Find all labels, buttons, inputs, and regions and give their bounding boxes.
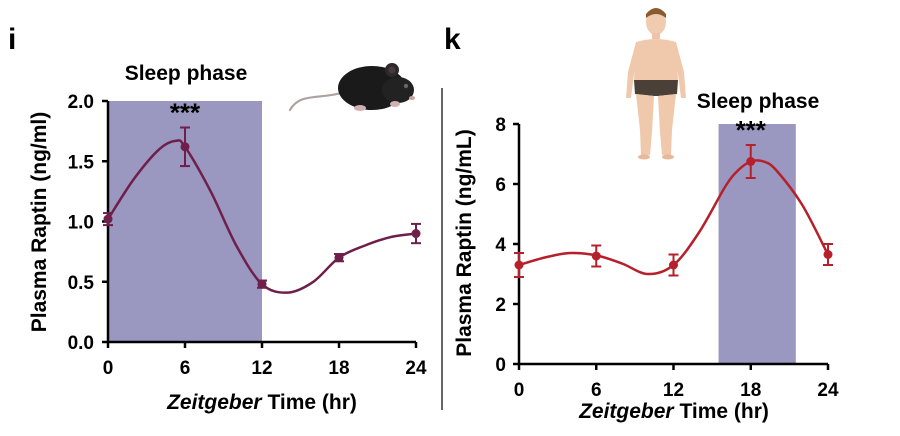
panel-label-i: i (8, 23, 16, 56)
y-tick-label-i-3: 1.5 (68, 152, 95, 173)
point-marker-i-2 (257, 279, 267, 289)
x-axis-title-k: Zeitgeber Time (hr) (578, 400, 769, 423)
sleep-phase-label-i: Sleep phase (125, 62, 248, 85)
panel-i: i Sleep phase 0.0 0.5 1.0 1.5 2.0 0 6 12 18 24 P… (8, 23, 427, 414)
data-point-k-1 (591, 244, 602, 268)
y-ticks-k: 0 2 4 6 8 (495, 115, 519, 376)
point-marker-i-1 (180, 142, 190, 152)
series-points-k (514, 144, 833, 278)
x-tick-label-i-2: 12 (251, 358, 272, 379)
y-tick-label-i-0: 0.0 (68, 333, 94, 354)
x-ticks-i: 0 6 12 18 24 (103, 342, 427, 379)
point-marker-i-0 (103, 214, 113, 224)
y-tick-label-k-3: 6 (495, 175, 506, 196)
human-illustration (626, 8, 686, 160)
x-axis-title-rest-i: Time (hr) (262, 391, 357, 414)
y-tick-label-k-4: 8 (495, 115, 506, 136)
data-point-i-4 (411, 222, 421, 245)
y-tick-label-i-2: 1.0 (68, 213, 94, 234)
y-axis-title-i: Plasma Raptin (ng/ml) (28, 112, 51, 333)
data-point-i-0 (103, 212, 113, 227)
data-point-k-4 (823, 243, 833, 266)
y-axis-title-k: Plasma Raptin (ng/mL) (453, 129, 476, 357)
y-tick-label-i-1: 0.5 (68, 273, 95, 294)
x-axis-title-rest-k: Time (hr) (674, 400, 769, 423)
data-point-k-0 (514, 252, 524, 278)
data-point-i-1 (180, 126, 190, 168)
x-tick-label-k-4: 24 (817, 380, 839, 401)
data-point-k-2 (668, 253, 679, 277)
sleep-phase-shading-k (718, 124, 796, 364)
sleep-phase-label-k: Sleep phase (697, 90, 820, 113)
x-tick-label-i-1: 6 (180, 358, 191, 379)
point-marker-k-0 (514, 260, 524, 270)
point-marker-k-3 (746, 157, 756, 166)
point-marker-i-3 (334, 253, 344, 263)
x-tick-label-k-2: 12 (663, 380, 684, 401)
data-point-k-3 (745, 144, 756, 179)
series-curve-k (518, 159, 830, 276)
series-curve-i (106, 139, 417, 294)
point-marker-k-2 (669, 260, 678, 270)
y-tick-label-k-2: 4 (495, 235, 506, 256)
x-tick-label-k-3: 18 (740, 380, 761, 401)
point-marker-i-4 (411, 229, 421, 239)
y-tick-label-k-1: 2 (495, 295, 506, 316)
x-axis-title-italic-i: Zeitgeber (166, 391, 263, 414)
point-marker-k-1 (591, 251, 601, 261)
data-point-i-3 (334, 253, 344, 263)
data-point-i-2 (257, 279, 267, 289)
y-ticks-i: 0.0 0.5 1.0 1.5 2.0 (68, 92, 108, 354)
panel-label-k: k (444, 23, 461, 56)
point-marker-k-4 (823, 250, 833, 259)
x-axis-title-i: Zeitgeber Time (hr) (166, 391, 357, 414)
y-tick-label-k-0: 0 (495, 355, 506, 376)
x-tick-label-i-4: 24 (405, 358, 427, 379)
x-tick-label-k-1: 6 (591, 380, 602, 401)
mouse-illustration (288, 63, 415, 112)
x-tick-label-k-0: 0 (514, 380, 525, 401)
significance-stars-k: *** (736, 115, 767, 145)
significance-stars-i: *** (170, 98, 201, 128)
x-axis-title-italic-k: Zeitgeber (578, 400, 675, 423)
x-tick-label-i-0: 0 (103, 358, 114, 379)
x-ticks-k: 0 6 12 18 24 (514, 364, 839, 401)
x-tick-label-i-3: 18 (328, 358, 349, 379)
y-tick-label-i-4: 2.0 (68, 92, 94, 113)
series-points-i (103, 126, 421, 289)
